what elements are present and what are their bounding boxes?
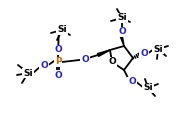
Text: O: O — [128, 77, 136, 87]
Text: O: O — [81, 54, 89, 64]
Text: Si: Si — [57, 26, 67, 34]
Polygon shape — [97, 50, 110, 56]
Text: Si: Si — [143, 83, 153, 92]
Text: O: O — [54, 71, 62, 79]
Text: O: O — [140, 49, 148, 58]
Text: O: O — [118, 27, 126, 37]
Text: Si: Si — [153, 45, 163, 53]
Text: P: P — [55, 57, 61, 67]
Text: O: O — [40, 61, 48, 71]
Text: Si: Si — [23, 68, 33, 77]
Text: Si: Si — [117, 14, 127, 23]
Text: O: O — [54, 45, 62, 54]
Text: O: O — [108, 57, 116, 67]
Polygon shape — [120, 35, 124, 46]
